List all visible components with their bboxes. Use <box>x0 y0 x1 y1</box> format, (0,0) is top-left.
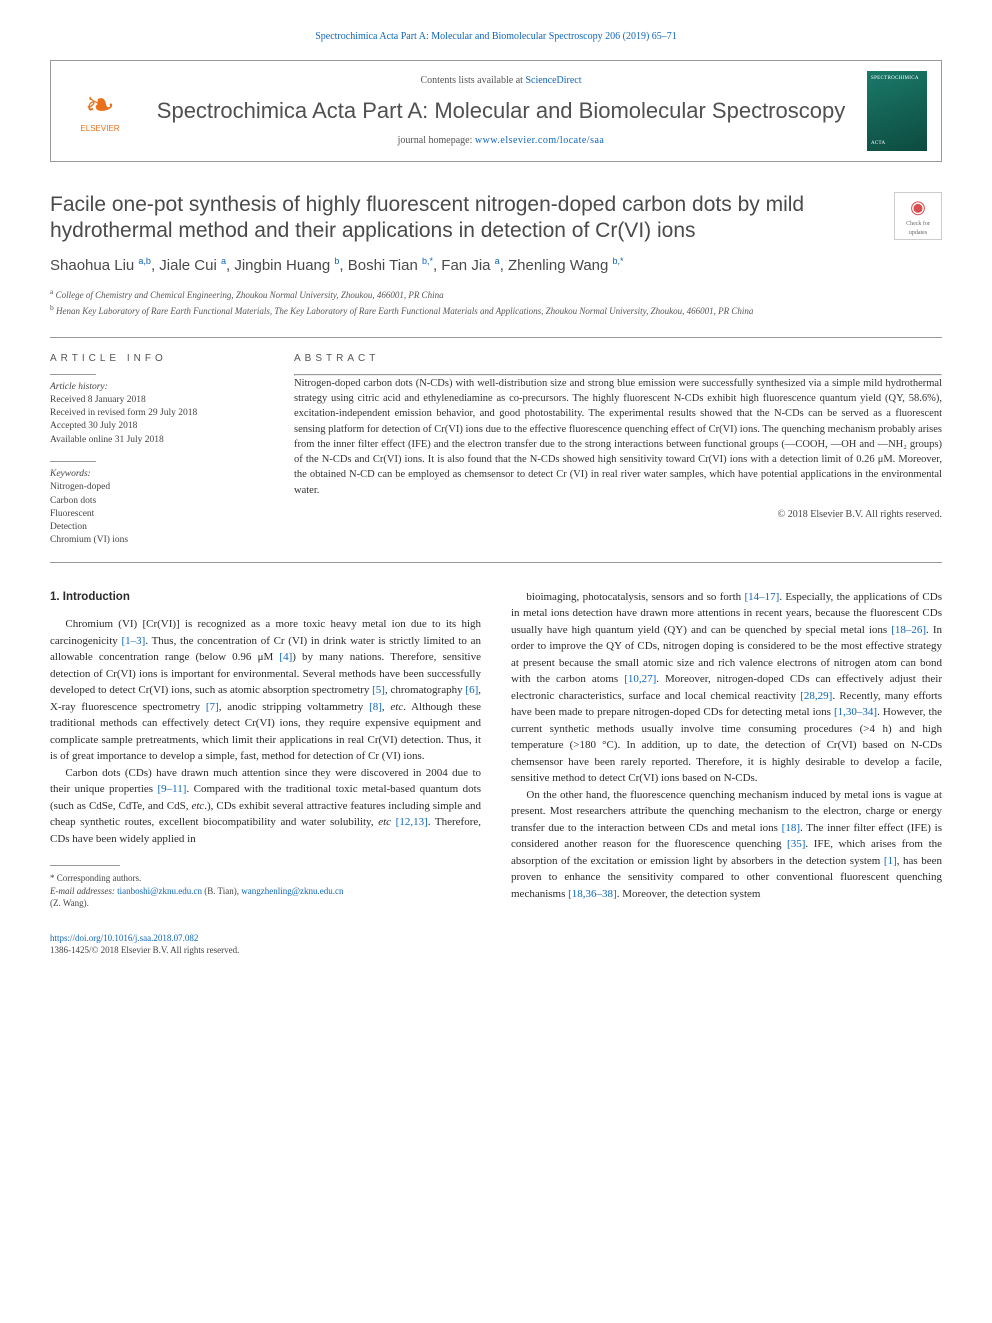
authors: Shaohua Liu a,b, Jiale Cui a, Jingbin Hu… <box>50 255 942 276</box>
short-rule <box>50 374 96 375</box>
corr-email-1[interactable]: tianboshi@zknu.edu.cn <box>117 886 202 896</box>
keyword: Nitrogen-doped <box>50 481 260 494</box>
intro-right-p1: bioimaging, photocatalysis, sensors and … <box>511 589 942 787</box>
contents-prefix: Contents lists available at <box>420 75 525 86</box>
article-info-heading: ARTICLE INFO <box>50 352 260 366</box>
page: Spectrochimica Acta Part A: Molecular an… <box>0 0 992 987</box>
elsevier-logo: ❧ ELSEVIER <box>65 71 135 151</box>
publisher-name: ELSEVIER <box>80 123 119 134</box>
affil-text: Henan Key Laboratory of Rare Earth Funct… <box>56 306 753 316</box>
contents-line: Contents lists available at ScienceDirec… <box>145 74 857 88</box>
journal-cover-thumbnail: SPECTROCHIMICA ACTA <box>867 71 927 151</box>
short-rule <box>50 461 96 462</box>
intro-right-p2: On the other hand, the fluorescence quen… <box>511 787 942 903</box>
keyword: Detection <box>50 521 260 534</box>
affil-key: b <box>50 303 54 312</box>
keyword: Fluorescent <box>50 508 260 521</box>
keyword: Carbon dots <box>50 495 260 508</box>
header-center: Contents lists available at ScienceDirec… <box>135 74 867 149</box>
article-title: Facile one-pot synthesis of highly fluor… <box>50 192 874 245</box>
crossmark-icon: ◉ <box>910 195 926 220</box>
affiliation-a: a College of Chemistry and Chemical Engi… <box>50 286 942 303</box>
intro-left-p1: Chromium (VI) [Cr(VI)] is recognized as … <box>50 616 481 765</box>
affiliations: a College of Chemistry and Chemical Engi… <box>50 286 942 319</box>
affil-key: a <box>50 287 53 296</box>
sciencedirect-link[interactable]: ScienceDirect <box>525 75 581 86</box>
journal-header: ❧ ELSEVIER Contents lists available at S… <box>50 60 942 162</box>
affil-text: College of Chemistry and Chemical Engine… <box>56 290 444 300</box>
page-footer: https://doi.org/10.1016/j.saa.2018.07.08… <box>50 932 942 957</box>
footnotes: * Corresponding authors. E-mail addresse… <box>50 872 481 910</box>
intro-heading: 1. Introduction <box>50 589 481 606</box>
left-column: 1. Introduction Chromium (VI) [Cr(VI)] i… <box>50 589 481 910</box>
keyword: Chromium (VI) ions <box>50 534 260 547</box>
history-received: Received 8 January 2018 <box>50 394 260 407</box>
email-label: E-mail addresses: <box>50 886 115 896</box>
affiliation-b: b Henan Key Laboratory of Rare Earth Fun… <box>50 302 942 319</box>
issn-copyright: 1386-1425/© 2018 Elsevier B.V. All right… <box>50 945 239 955</box>
journal-homepage: journal homepage: www.elsevier.com/locat… <box>145 134 857 148</box>
corr-who-2: (Z. Wang). <box>50 898 89 908</box>
divider <box>50 337 942 338</box>
abstract-copyright: © 2018 Elsevier B.V. All rights reserved… <box>294 508 942 523</box>
keywords-block: Keywords: Nitrogen-doped Carbon dots Flu… <box>50 461 260 548</box>
abstract-column: ABSTRACT Nitrogen-doped carbon dots (N-C… <box>294 352 942 548</box>
meta-abstract-row: ARTICLE INFO Article history: Received 8… <box>50 352 942 548</box>
history-online: Available online 31 July 2018 <box>50 434 260 447</box>
history-accepted: Accepted 30 July 2018 <box>50 420 260 433</box>
article-info-column: ARTICLE INFO Article history: Received 8… <box>50 352 260 548</box>
crossmark-badge[interactable]: ◉ Check for updates <box>894 192 942 240</box>
doi-link[interactable]: https://doi.org/10.1016/j.saa.2018.07.08… <box>50 933 198 943</box>
corr-who-1: (B. Tian) <box>204 886 237 896</box>
abstract-text: Nitrogen-doped carbon dots (N-CDs) with … <box>294 376 942 498</box>
right-column: bioimaging, photocatalysis, sensors and … <box>511 589 942 910</box>
running-head: Spectrochimica Acta Part A: Molecular an… <box>50 30 942 44</box>
homepage-prefix: journal homepage: <box>398 135 475 146</box>
email-line: E-mail addresses: tianboshi@zknu.edu.cn … <box>50 885 481 910</box>
divider <box>50 562 942 563</box>
history-label: Article history: <box>50 381 260 394</box>
elsevier-tree-icon: ❧ <box>85 87 115 123</box>
body-two-columns: 1. Introduction Chromium (VI) [Cr(VI)] i… <box>50 589 942 910</box>
keywords-label: Keywords: <box>50 468 260 481</box>
homepage-link[interactable]: www.elsevier.com/locate/saa <box>475 135 604 146</box>
cover-label-bottom: ACTA <box>871 140 923 147</box>
intro-left-p2: Carbon dots (CDs) have drawn much attent… <box>50 765 481 848</box>
footnote-separator <box>50 865 120 866</box>
abstract-heading: ABSTRACT <box>294 352 942 367</box>
corresponding-label: * Corresponding authors. <box>50 872 481 885</box>
crossmark-line1: Check for <box>906 220 930 228</box>
journal-title: Spectrochimica Acta Part A: Molecular an… <box>145 96 857 127</box>
corr-email-2[interactable]: wangzhenling@zknu.edu.cn <box>241 886 343 896</box>
crossmark-line2: updates <box>909 229 927 237</box>
cover-label-top: SPECTROCHIMICA <box>871 75 923 82</box>
running-head-link[interactable]: Spectrochimica Acta Part A: Molecular an… <box>315 31 677 42</box>
article-head: Facile one-pot synthesis of highly fluor… <box>50 192 942 245</box>
history-revised: Received in revised form 29 July 2018 <box>50 407 260 420</box>
